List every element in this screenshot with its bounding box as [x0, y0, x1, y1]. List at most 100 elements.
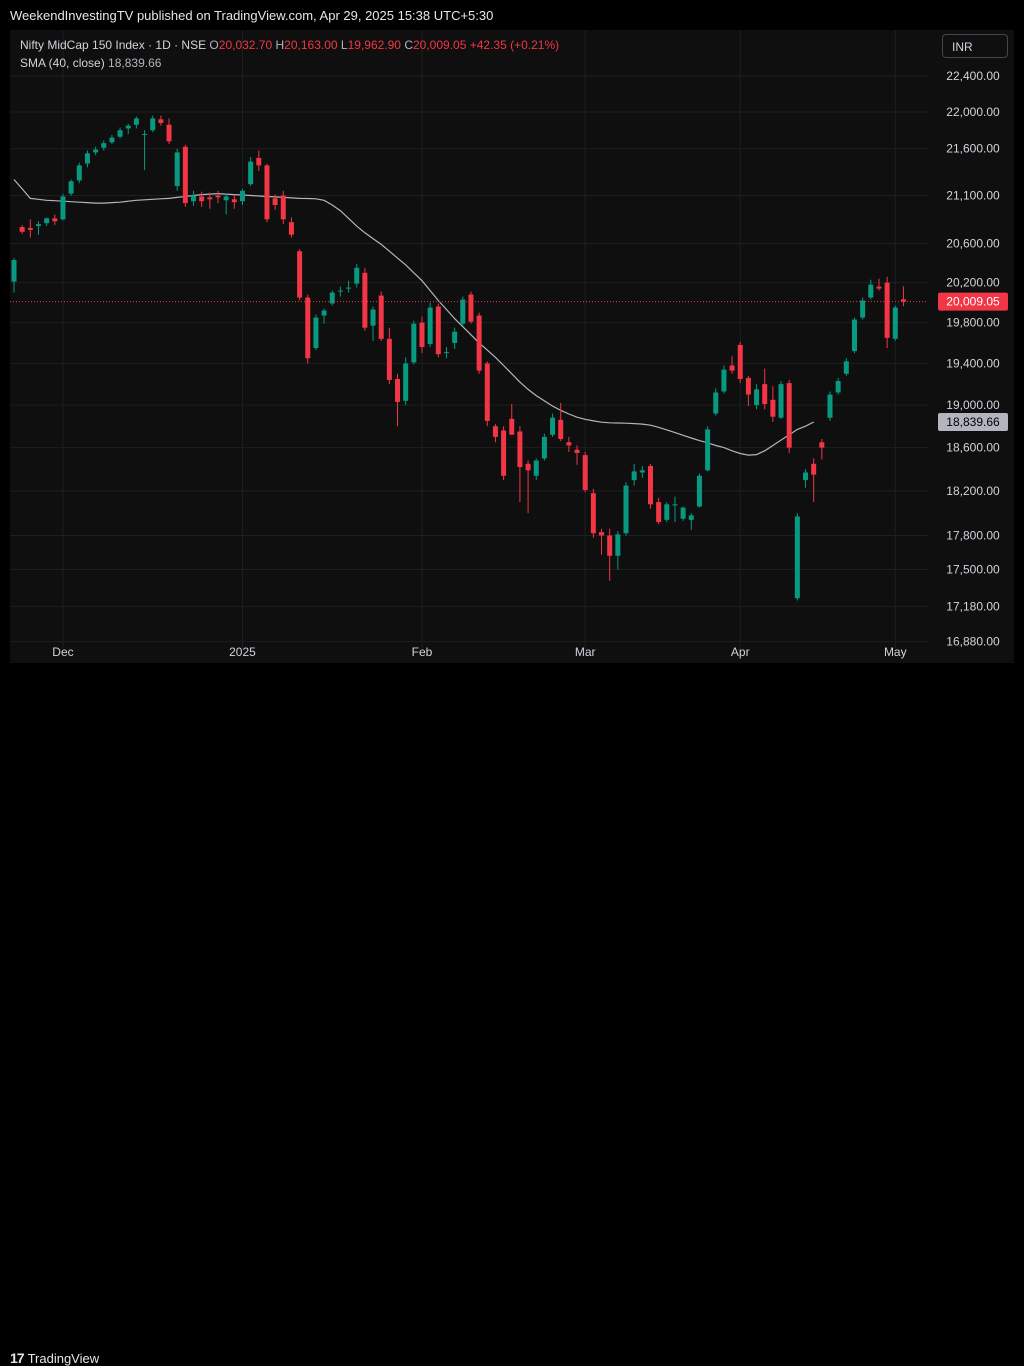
candle — [370, 306, 376, 341]
candle — [460, 296, 466, 326]
y-tick-label: 20,600.00 — [946, 236, 1000, 250]
candle-body — [468, 294, 474, 322]
candle-body — [109, 137, 115, 143]
candle-body — [443, 352, 449, 354]
candle — [533, 458, 539, 481]
candle — [321, 308, 327, 324]
y-tick-label: 17,180.00 — [946, 599, 1000, 613]
candle — [631, 463, 637, 486]
currency-button[interactable]: INR — [942, 34, 1008, 58]
candle-body — [892, 307, 898, 339]
high-label: H — [275, 38, 285, 52]
candle-body — [158, 119, 164, 123]
candle — [84, 150, 90, 168]
candle-body — [231, 199, 237, 203]
x-tick-label: May — [884, 645, 907, 659]
candle-body — [492, 426, 498, 437]
candle — [101, 140, 107, 151]
sma-legend[interactable]: SMA (40, close) 18,839.66 — [20, 56, 161, 70]
candle — [721, 365, 727, 394]
y-tick-label: 17,800.00 — [946, 528, 1000, 542]
candle — [305, 294, 311, 364]
candle — [819, 439, 825, 460]
y-tick-label: 19,400.00 — [946, 356, 1000, 370]
candle — [607, 528, 613, 581]
candle-body — [362, 272, 368, 328]
candle-body — [395, 378, 401, 402]
candle — [509, 404, 515, 435]
candle — [166, 118, 172, 145]
candle — [174, 148, 180, 191]
price-chart[interactable]: 22,400.00 22,000.00 21,600.00 21,100.00 20,6… — [10, 30, 1014, 663]
candle — [574, 445, 580, 465]
tradingview-logo[interactable]: 17 TradingView — [10, 1350, 99, 1366]
candle-body — [84, 153, 90, 164]
candle-body — [370, 309, 376, 326]
candle-body — [819, 442, 825, 448]
candle-body — [639, 470, 645, 473]
candle — [525, 460, 531, 514]
candle — [737, 341, 743, 384]
candle-body — [207, 197, 213, 200]
candle — [566, 436, 572, 452]
published-caption: WeekendInvestingTV published on TradingV… — [10, 8, 494, 23]
candle — [680, 506, 686, 521]
low-value: 19,962.90 — [347, 38, 401, 52]
candle — [68, 179, 74, 196]
candle-body — [827, 394, 833, 418]
candle — [550, 413, 556, 437]
candle-body — [133, 118, 139, 125]
open-label: O — [209, 38, 219, 52]
candle — [44, 217, 50, 227]
candle — [705, 426, 711, 472]
candle — [435, 303, 441, 358]
candle-body — [305, 297, 311, 359]
candle-body — [248, 161, 254, 185]
candle — [590, 488, 596, 538]
symbol-label[interactable]: Nifty MidCap 150 Index · 1D · NSE — [20, 38, 207, 52]
grid — [10, 30, 928, 649]
y-tick-label: 18,200.00 — [946, 484, 1000, 498]
candle-body — [558, 419, 564, 440]
candle — [843, 358, 849, 376]
candle-body — [403, 363, 409, 401]
low-label: L — [340, 38, 348, 52]
x-tick-label: Mar — [575, 645, 596, 659]
candle-body — [729, 365, 735, 371]
candle — [386, 327, 392, 385]
footer: 17 TradingView — [0, 672, 1024, 1366]
candle-body — [786, 383, 792, 448]
candle-body — [550, 417, 556, 435]
candle-body — [672, 504, 678, 506]
candle — [835, 377, 841, 395]
candle-body — [337, 290, 343, 292]
candle-body — [27, 227, 33, 230]
candle — [582, 451, 588, 493]
candle-body — [419, 322, 425, 348]
candle — [158, 115, 164, 126]
candle-body — [737, 344, 743, 379]
y-tick-label: 22,400.00 — [946, 69, 1000, 83]
top-bar: WeekendInvestingTV published on TradingV… — [0, 0, 1024, 30]
candle-body — [745, 377, 751, 395]
candle — [150, 115, 156, 133]
x-tick-label: Apr — [731, 645, 750, 659]
sma-line — [13, 179, 814, 456]
candle-body — [876, 286, 882, 289]
candle-body — [125, 125, 131, 129]
candle-body — [68, 181, 74, 194]
candle — [876, 278, 882, 291]
sma-layer — [13, 179, 814, 456]
candle-body — [354, 267, 360, 284]
open-value: 20,032.70 — [218, 38, 273, 52]
candle-body — [280, 195, 286, 220]
candle — [182, 144, 188, 207]
last-price-badge — [938, 292, 1008, 311]
chart-area[interactable]: 22,400.00 22,000.00 21,600.00 21,100.00 20,6… — [10, 30, 1014, 663]
candle — [672, 496, 678, 523]
last-price-label: 20,009.05 — [946, 295, 1000, 309]
close-value: 20,009.05 — [413, 38, 467, 52]
candle-body — [843, 361, 849, 374]
y-tick-label: 19,000.00 — [946, 398, 1000, 412]
candle — [803, 469, 809, 488]
